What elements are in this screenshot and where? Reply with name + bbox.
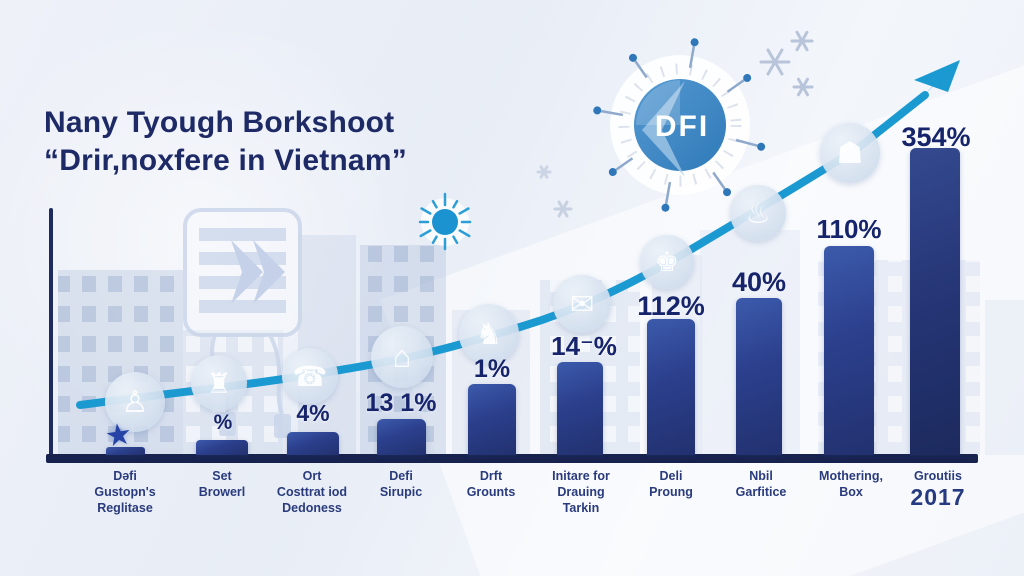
arrowhead-icon-fill bbox=[914, 60, 960, 92]
milestone-icon: ♨ bbox=[730, 185, 786, 241]
bar bbox=[557, 362, 603, 455]
bar-value-label: 354% bbox=[901, 122, 971, 152]
bar-value-label: 40% bbox=[731, 267, 787, 297]
milestone-glyph: ♨ bbox=[745, 197, 771, 229]
milestone-glyph: ☎ bbox=[292, 360, 328, 392]
star-icon: ★ bbox=[102, 417, 135, 454]
category-label: Defi Sirupic bbox=[379, 469, 423, 499]
bar-value-label: 1% bbox=[473, 355, 511, 383]
milestone-icon: ♞ bbox=[459, 304, 519, 364]
bar bbox=[106, 447, 145, 455]
bar bbox=[468, 384, 516, 455]
milestone-icon: ♜ bbox=[191, 355, 247, 411]
category-label: Ort Costtrat iod Dedoness bbox=[276, 469, 348, 515]
bar bbox=[736, 298, 782, 455]
milestone-glyph: ⌂ bbox=[392, 339, 412, 374]
bar bbox=[647, 319, 695, 455]
bar bbox=[287, 432, 339, 455]
milestone-glyph: ♙ bbox=[121, 385, 149, 419]
title-line-2: “Drir,noxfere in Vietnam” bbox=[44, 144, 407, 177]
milestone-icon: ✉ bbox=[553, 275, 611, 333]
title-line-1: Nany Tyough Borkshoot bbox=[44, 106, 395, 139]
milestone-icon: ♙ bbox=[105, 372, 165, 432]
milestone-icon: ☗ bbox=[820, 123, 880, 183]
milestone-icon: ♚ bbox=[640, 235, 694, 289]
milestone-glyph: ☗ bbox=[836, 136, 864, 170]
category-label: Drft Grounts bbox=[466, 469, 516, 499]
milestone-glyph: ✉ bbox=[569, 288, 595, 321]
category-label: Nbil Garfitice bbox=[735, 469, 787, 499]
milestone-glyph: ♚ bbox=[654, 246, 680, 277]
page-title: Nany Tyough Borkshoot “Drir,noxfere in V… bbox=[44, 104, 407, 180]
category-label: Set Browerl bbox=[198, 469, 246, 499]
milestone-glyph: ♜ bbox=[206, 367, 232, 399]
bar-value-label: 13 1% bbox=[365, 389, 437, 417]
axis-baseline bbox=[46, 454, 978, 463]
bar-value-label: % bbox=[213, 411, 233, 434]
bar bbox=[824, 246, 874, 455]
bar bbox=[377, 419, 426, 455]
category-label: Mothering, Box bbox=[819, 469, 883, 499]
bar bbox=[196, 440, 248, 455]
category-label: Dəfi Gustopn's Reglitase bbox=[94, 469, 156, 515]
bar bbox=[910, 148, 960, 455]
milestone-glyph: ♞ bbox=[475, 317, 503, 351]
category-label: Initare for Drauing Tarkin bbox=[552, 469, 610, 515]
bar-value-label: 14⁻% bbox=[551, 331, 617, 361]
category-label: Groutiis 2017 bbox=[910, 469, 966, 510]
bar-value-label: 4% bbox=[296, 400, 330, 426]
milestone-icon: ☎ bbox=[282, 348, 338, 404]
dfi-logo-text: DFI bbox=[655, 110, 709, 143]
y-axis-line bbox=[49, 208, 53, 458]
category-label: Deli Proung bbox=[649, 469, 693, 499]
milestone-icon: ⌂ bbox=[371, 326, 433, 388]
bar-value-label: 112% bbox=[637, 291, 705, 321]
bar-value-label: 110% bbox=[816, 214, 882, 244]
